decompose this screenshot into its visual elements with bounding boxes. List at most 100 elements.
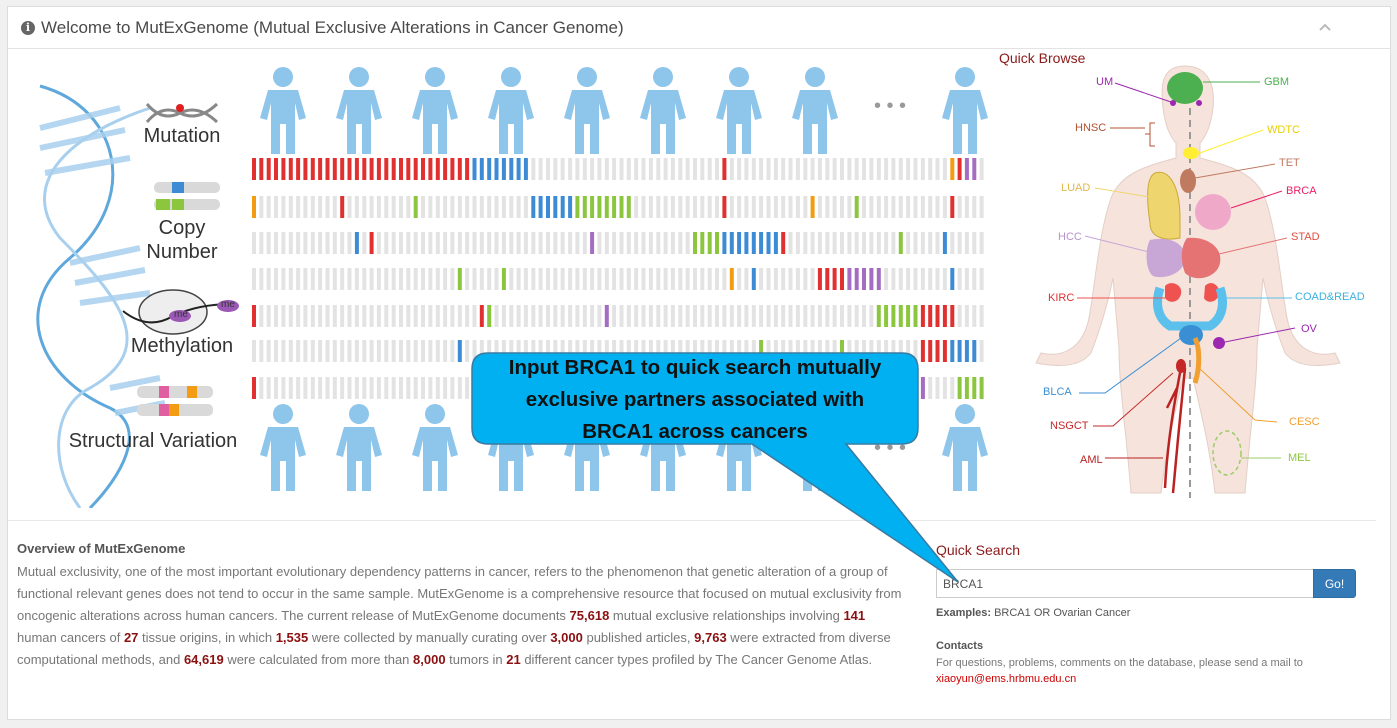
organ-link-hcc[interactable]: HCC xyxy=(1058,231,1082,243)
sample-cell xyxy=(964,305,969,327)
sample-cell xyxy=(942,305,947,327)
sample-cell xyxy=(325,232,330,254)
sample-cell xyxy=(942,232,947,254)
sample-cell xyxy=(825,268,830,290)
sample-cell xyxy=(707,196,712,218)
sample-cell xyxy=(376,196,381,218)
sample-cell xyxy=(457,305,462,327)
sample-cell xyxy=(715,158,719,180)
person-icon xyxy=(410,66,460,156)
sample-cell xyxy=(509,232,514,254)
sample-cell xyxy=(259,268,264,290)
sample-cell xyxy=(773,158,778,180)
organ-link-um[interactable]: UM xyxy=(1096,76,1114,88)
sample-cell xyxy=(443,268,448,290)
sample-cell xyxy=(685,196,690,218)
sample-cell xyxy=(663,196,668,218)
sample-cell xyxy=(340,268,345,290)
sample-cell xyxy=(840,305,844,327)
organ-link-ov[interactable]: OV xyxy=(1301,323,1317,335)
sample-cell xyxy=(891,232,896,254)
overview-sentence: were calculated from more than xyxy=(223,652,414,667)
sample-cell xyxy=(288,232,293,254)
methylation-icon xyxy=(122,289,239,335)
sample-cell xyxy=(656,196,661,218)
sample-cell xyxy=(479,305,484,327)
sample-cell xyxy=(957,268,962,290)
organ-link-gbm[interactable]: GBM xyxy=(1264,76,1290,88)
stat-articles: 3,000 xyxy=(550,630,583,645)
sample-cell xyxy=(421,377,425,399)
organ-link-blca[interactable]: BLCA xyxy=(1043,386,1072,398)
sample-cell xyxy=(501,268,506,290)
sample-cell xyxy=(560,305,565,327)
sample-cell xyxy=(450,340,455,362)
sample-cell xyxy=(847,196,852,218)
sample-cell xyxy=(670,340,675,362)
sample-cell xyxy=(795,340,800,362)
sample-cell xyxy=(538,158,543,180)
sample-cell xyxy=(494,232,499,254)
sample-cell xyxy=(950,340,955,362)
info-icon: i xyxy=(21,21,35,35)
organ-link-nsgct[interactable]: NSGCT xyxy=(1050,420,1089,432)
sample-cell xyxy=(693,158,697,180)
sample-cell xyxy=(626,268,631,290)
organ-link-kirc[interactable]: KIRC xyxy=(1048,292,1075,304)
stat-curated: 1,535 xyxy=(275,630,309,645)
sample-cell xyxy=(832,232,837,254)
sample-cell xyxy=(413,377,418,399)
go-button[interactable]: Go! xyxy=(1313,569,1356,598)
sample-cell xyxy=(722,196,727,218)
contacts-text: For questions, problems, comments on the… xyxy=(936,657,1303,669)
sample-cell xyxy=(523,196,528,218)
organ-link-cesc[interactable]: CESC xyxy=(1289,416,1320,428)
sample-cell xyxy=(840,196,844,218)
sample-cell xyxy=(869,340,874,362)
sample-cell xyxy=(876,305,881,327)
contact-email-link[interactable]: xiaoyun@ems.hrbmu.edu.cn xyxy=(936,673,1077,685)
chevron-up-icon[interactable] xyxy=(1317,21,1333,33)
organ-link-luad[interactable]: LUAD xyxy=(1061,182,1091,194)
sample-cell xyxy=(560,232,565,254)
human-body-map[interactable] xyxy=(995,48,1375,503)
sample-cell xyxy=(509,158,514,180)
sample-cell xyxy=(972,340,977,362)
organ-link-hnsc[interactable]: HNSC xyxy=(1075,122,1107,134)
sample-cell xyxy=(913,158,918,180)
sample-cell xyxy=(715,305,719,327)
sample-cell xyxy=(707,158,712,180)
sample-cell xyxy=(479,196,484,218)
sample-cell xyxy=(450,232,455,254)
sample-cell xyxy=(354,158,359,180)
organ-link-wdtc[interactable]: WDTC xyxy=(1267,124,1300,136)
quick-search-input[interactable] xyxy=(936,569,1314,598)
sample-cell xyxy=(399,377,403,399)
organ-link-stad[interactable]: STAD xyxy=(1291,231,1320,243)
sample-cell xyxy=(957,340,962,362)
organ-link-aml[interactable]: AML xyxy=(1080,454,1103,466)
sample-cell xyxy=(252,305,256,327)
sample-cell xyxy=(685,305,690,327)
quick-search-title: Quick Search xyxy=(936,542,1021,558)
sample-cell xyxy=(685,268,690,290)
sample-cell xyxy=(663,340,668,362)
sample-cell xyxy=(854,158,859,180)
sample-cell xyxy=(612,268,617,290)
sample-cell xyxy=(884,340,889,362)
sample-cell xyxy=(274,158,278,180)
sample-cell xyxy=(626,340,631,362)
sample-cell xyxy=(729,232,734,254)
organ-link-tet[interactable]: TET xyxy=(1279,157,1300,169)
sample-cell xyxy=(575,232,580,254)
sample-cell xyxy=(832,340,837,362)
organ-link-mel[interactable]: MEL xyxy=(1288,452,1311,464)
organ-link-brca[interactable]: BRCA xyxy=(1286,185,1317,197)
sample-cell xyxy=(296,158,301,180)
examples-text[interactable]: BRCA1 OR Ovarian Cancer xyxy=(991,607,1131,619)
sample-cell xyxy=(766,196,771,218)
sample-cell xyxy=(266,340,271,362)
organ-link-coad-read[interactable]: COAD&READ xyxy=(1295,291,1365,303)
sample-cell xyxy=(972,305,977,327)
sample-cell xyxy=(435,377,440,399)
